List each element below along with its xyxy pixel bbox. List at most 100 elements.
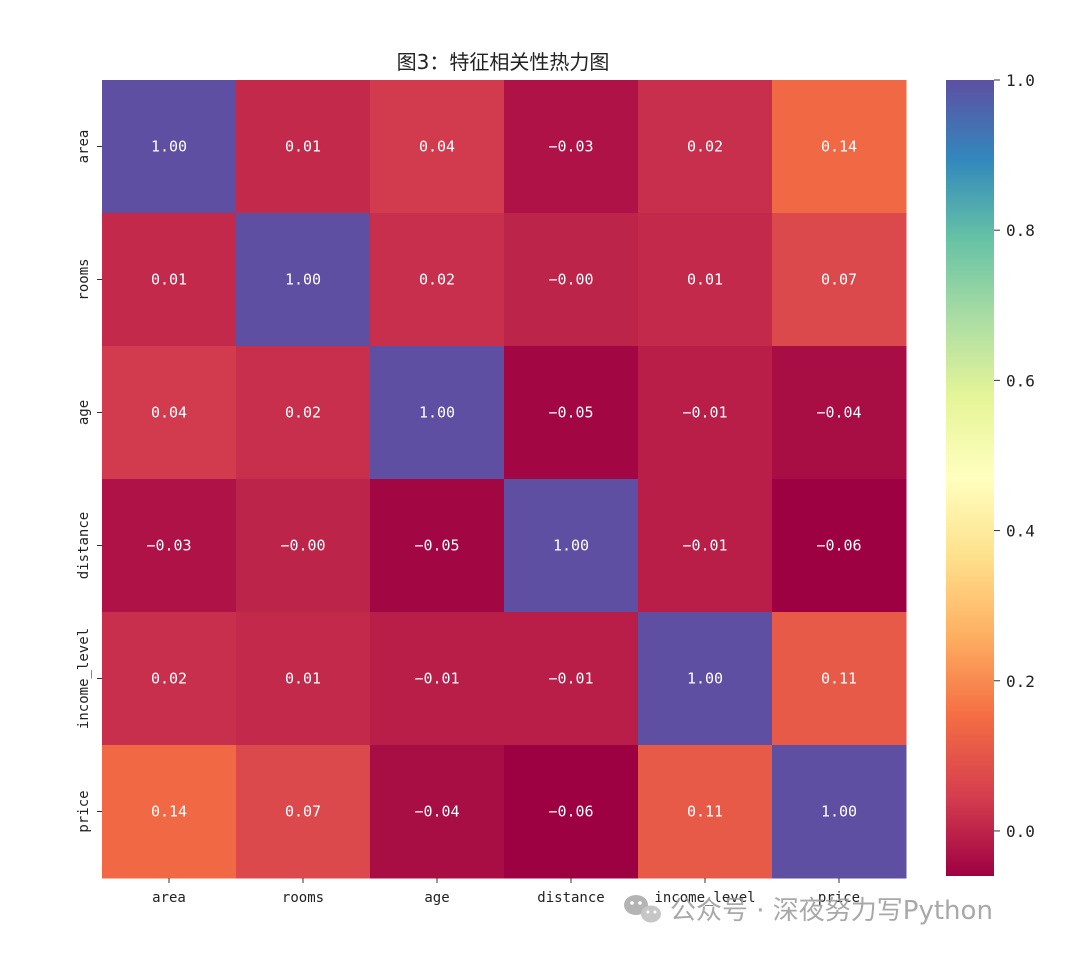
x-tick-label: income_level	[654, 890, 755, 906]
heatmap-cell	[638, 80, 773, 214]
heatmap-cell	[102, 479, 237, 613]
colorbar-tick-label: 0.2	[1006, 672, 1035, 691]
cell-label: −0.06	[548, 803, 593, 821]
heatmap-cell	[102, 213, 237, 347]
cell-label: 0.02	[419, 271, 455, 289]
cell-label: −0.01	[682, 537, 727, 555]
cell-label: 1.00	[687, 670, 723, 688]
heatmap-cell	[772, 745, 907, 879]
heatmap-cell	[102, 745, 237, 879]
heatmap-cell	[504, 745, 639, 879]
colorbar-tick-label: 0.0	[1006, 822, 1035, 841]
heatmap-cell	[370, 346, 505, 480]
heatmap-cell	[504, 612, 639, 746]
heatmap-cell	[102, 346, 237, 480]
cell-label: −0.05	[548, 404, 593, 422]
heatmap-cell	[504, 213, 639, 347]
heatmap-cell	[504, 80, 639, 214]
cell-label: −0.06	[816, 537, 861, 555]
colorbar-ticks: 0.0 0.2 0.4 0.6 0.8 1.0	[994, 71, 1035, 841]
cell-label: −0.04	[816, 404, 861, 422]
cell-label: 1.00	[821, 803, 857, 821]
colorbar-tick-label: 0.8	[1006, 221, 1035, 240]
cell-label: −0.04	[414, 803, 459, 821]
y-tick-label: price	[76, 790, 92, 832]
heatmap-cell	[638, 479, 773, 613]
heatmap-cell	[772, 612, 907, 746]
heatmap-cell	[638, 745, 773, 879]
cell-label: −0.03	[548, 138, 593, 156]
colorbar-tick-label: 0.4	[1006, 522, 1035, 541]
cell-label: 0.01	[285, 138, 321, 156]
cell-label: −0.00	[280, 537, 325, 555]
cell-label: 0.14	[151, 803, 187, 821]
cell-label: 0.01	[151, 271, 187, 289]
heatmap-cell-labels: 1.00 0.01 0.04 −0.03 0.02 0.14 0.01 1.00 0.02 −0.…	[146, 138, 861, 821]
x-tick-label: age	[424, 890, 449, 906]
colorbar-tick-label: 0.6	[1006, 371, 1035, 390]
x-axis-ticks: area rooms age distance income_level price	[152, 878, 860, 906]
cell-label: 1.00	[419, 404, 455, 422]
heatmap-cell	[772, 346, 907, 480]
cell-label: −0.01	[682, 404, 727, 422]
cell-label: 0.04	[419, 138, 455, 156]
heatmap-cells	[102, 80, 907, 879]
y-tick-label: income_level	[76, 628, 92, 729]
y-tick-label: area	[76, 130, 92, 164]
heatmap-cell	[370, 612, 505, 746]
heatmap-cell	[236, 479, 371, 613]
heatmap-cell	[236, 745, 371, 879]
cell-label: 0.02	[687, 138, 723, 156]
heatmap-cell	[638, 213, 773, 347]
watermark: 公众号 · 深夜努力写Python	[624, 895, 993, 926]
cell-label: 0.07	[285, 803, 321, 821]
x-tick-label: rooms	[282, 890, 324, 906]
cell-label: 0.07	[821, 271, 857, 289]
cell-label: 0.04	[151, 404, 187, 422]
x-tick-label: area	[152, 890, 186, 906]
cell-label: 0.14	[821, 138, 857, 156]
y-tick-label: rooms	[76, 258, 92, 300]
colorbar-tick-label: 1.0	[1006, 71, 1035, 90]
heatmap-cell	[638, 612, 773, 746]
x-tick-label: price	[818, 890, 860, 906]
wechat-icon	[624, 895, 661, 923]
heatmap-cell	[504, 346, 639, 480]
heatmap-cell	[236, 80, 371, 214]
cell-label: −0.01	[548, 670, 593, 688]
heatmap-cell	[504, 479, 639, 613]
heatmap-cell	[236, 346, 371, 480]
cell-label: −0.01	[414, 670, 459, 688]
heatmap-cell	[236, 612, 371, 746]
heatmap-cell	[102, 612, 237, 746]
heatmap-cell	[102, 80, 237, 214]
y-tick-label: age	[76, 400, 92, 425]
cell-label: 0.02	[285, 404, 321, 422]
heatmap-cell	[370, 479, 505, 613]
watermark-text: 公众号 · 深夜努力写Python	[670, 896, 993, 926]
cell-label: −0.00	[548, 271, 593, 289]
cell-label: 0.01	[687, 271, 723, 289]
colorbar	[946, 80, 994, 876]
cell-label: 0.11	[821, 670, 857, 688]
cell-label: −0.03	[146, 537, 191, 555]
heatmap-cell	[370, 213, 505, 347]
chart-title: 图3：特征相关性热力图	[397, 50, 610, 74]
cell-label: 1.00	[285, 271, 321, 289]
cell-label: 0.02	[151, 670, 187, 688]
heatmap-cell	[772, 479, 907, 613]
cell-label: 0.11	[687, 803, 723, 821]
heatmap-cell	[370, 745, 505, 879]
heatmap-cell	[638, 346, 773, 480]
heatmap-cell	[370, 80, 505, 214]
y-tick-label: distance	[76, 512, 92, 579]
cell-label: 0.01	[285, 670, 321, 688]
heatmap-cell	[772, 213, 907, 347]
cell-label: −0.05	[414, 537, 459, 555]
heatmap-cell	[772, 80, 907, 214]
cell-label: 1.00	[151, 138, 187, 156]
x-tick-label: distance	[537, 890, 604, 906]
heatmap-cell	[236, 213, 371, 347]
cell-label: 1.00	[553, 537, 589, 555]
